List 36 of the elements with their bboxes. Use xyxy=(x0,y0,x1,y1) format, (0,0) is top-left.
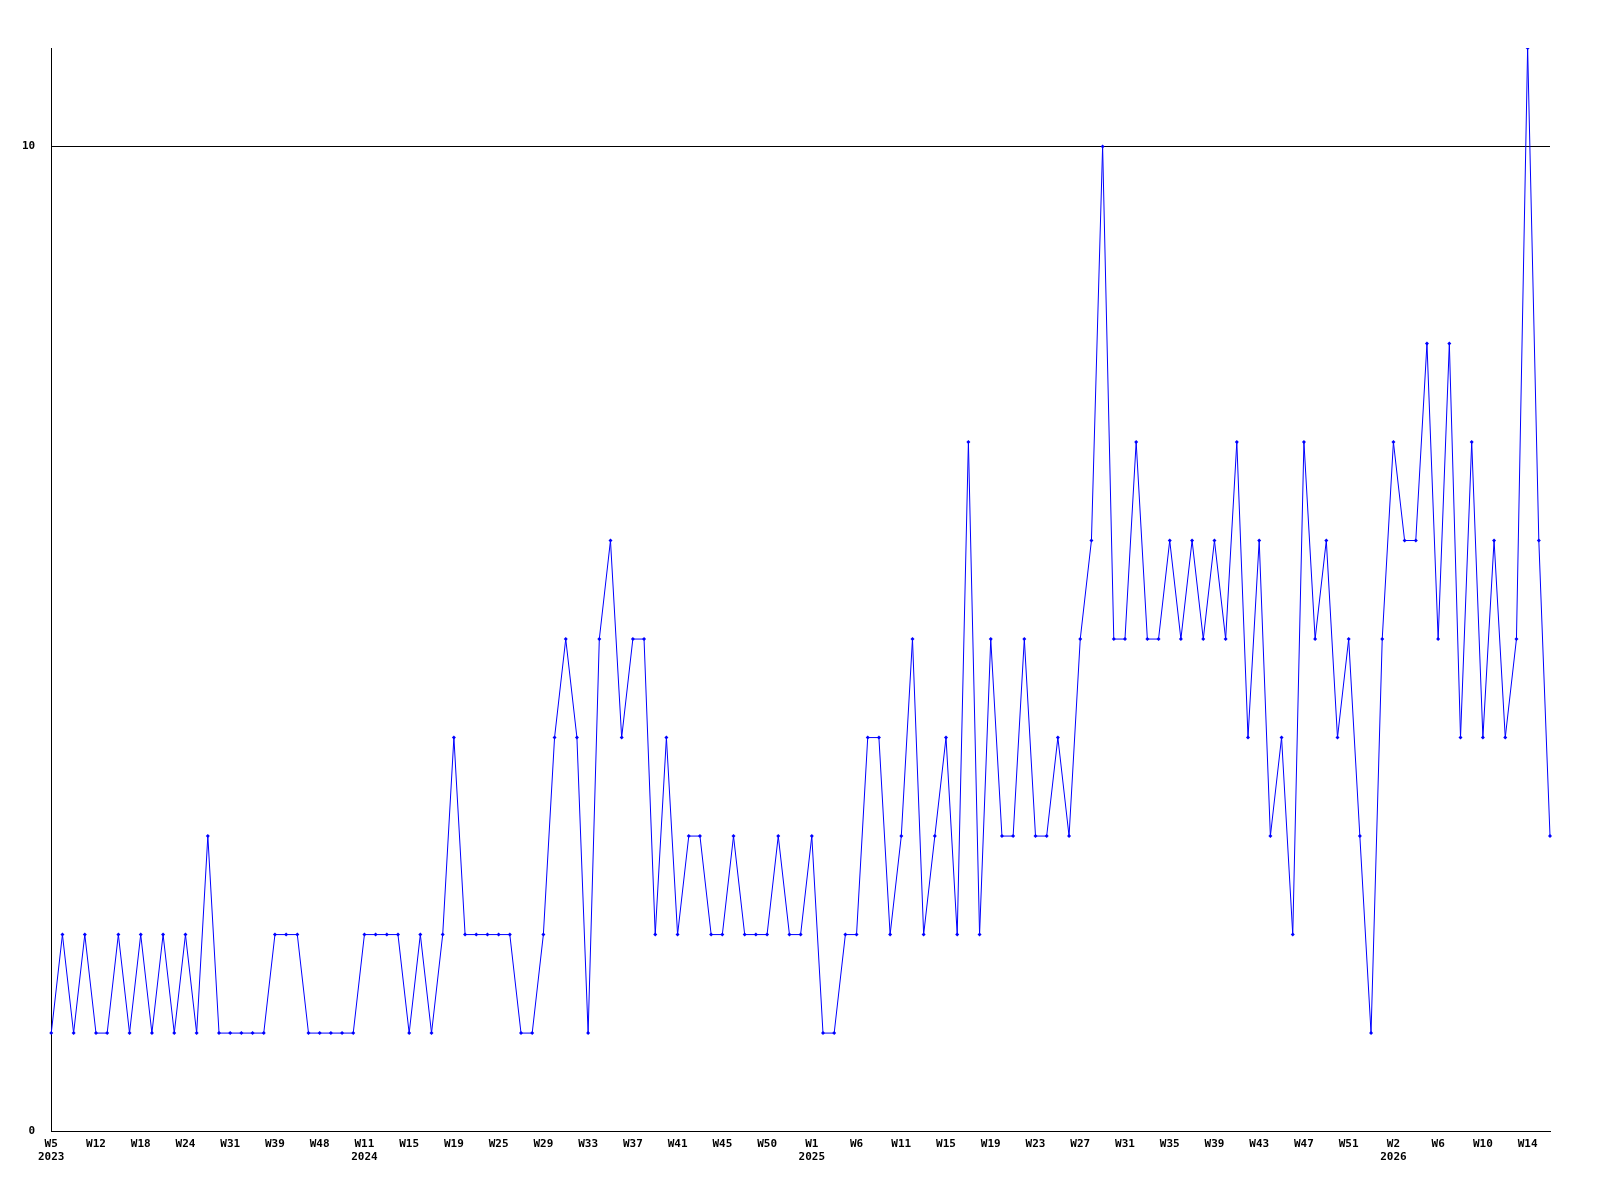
x-tick-label: W19 xyxy=(443,1137,464,1151)
x-tick-label: W51 xyxy=(1338,1137,1359,1151)
x-tick-label: W43 xyxy=(1249,1137,1270,1151)
x-tick-label: W18 xyxy=(130,1137,151,1151)
x-tick-label: W35 xyxy=(1159,1137,1180,1151)
x-tick-label: W50 xyxy=(757,1137,778,1151)
y-tick-label: 10 xyxy=(22,139,36,153)
x-tick-label: W31 xyxy=(220,1137,241,1151)
x-tick-label: W48 xyxy=(309,1137,330,1151)
x-tick-label: W15 xyxy=(399,1137,420,1151)
x-tick-label: W33 xyxy=(578,1137,599,1151)
x-tick-label: W5 2023 xyxy=(38,1137,65,1164)
x-tick-label: W27 xyxy=(1070,1137,1091,1151)
x-tick-label: W10 xyxy=(1472,1137,1493,1151)
x-tick-label: W24 xyxy=(175,1137,196,1151)
x-tick-label: W12 xyxy=(86,1137,106,1151)
x-tick-label: W15 xyxy=(936,1137,956,1151)
x-tick-label: W25 xyxy=(488,1137,509,1151)
x-tick-label: W14 xyxy=(1517,1137,1538,1151)
x-tick-label: W23 xyxy=(1025,1137,1046,1151)
x-tick-label: W29 xyxy=(533,1137,554,1151)
x-tick-label: W31 xyxy=(1115,1137,1136,1151)
y-tick-label: 0 xyxy=(28,1124,36,1138)
x-tick-label: W37 xyxy=(622,1137,643,1151)
x-tick-label: W19 xyxy=(980,1137,1001,1151)
x-tick-label: W1 2025 xyxy=(798,1137,826,1164)
x-tick-label: W47 xyxy=(1294,1137,1314,1151)
x-tick-label: W39 xyxy=(1204,1137,1225,1151)
x-tick-label: W11 xyxy=(891,1137,912,1151)
x-tick-label: W6 xyxy=(849,1137,864,1151)
x-tick-label: W45 xyxy=(712,1137,733,1151)
x-tick-label: W11 2024 xyxy=(351,1137,379,1164)
x-tick-label: W2 2026 xyxy=(1380,1137,1408,1164)
x-tick-label: W39 xyxy=(265,1137,285,1151)
x-tick-label: W6 xyxy=(1431,1137,1446,1151)
x-tick-label: W41 xyxy=(667,1137,688,1151)
